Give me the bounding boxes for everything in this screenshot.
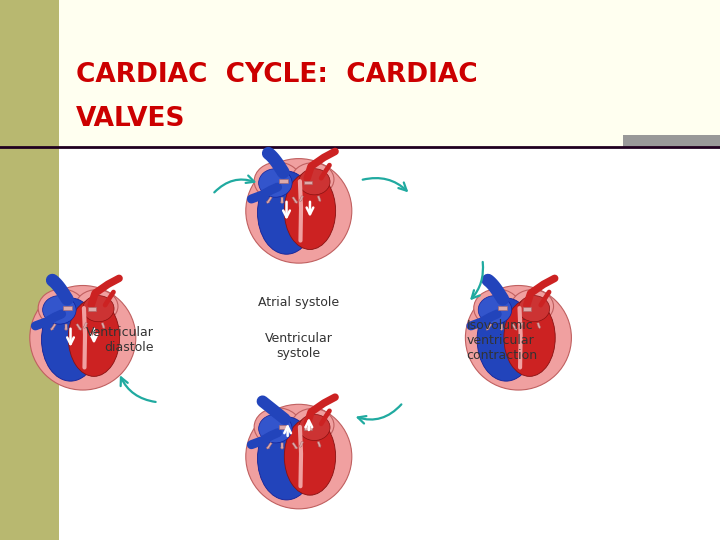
FancyArrow shape [292, 443, 297, 449]
Ellipse shape [246, 159, 352, 263]
FancyArrow shape [84, 323, 87, 329]
FancyArrow shape [266, 197, 272, 204]
Ellipse shape [284, 418, 336, 495]
Ellipse shape [292, 408, 334, 442]
Bar [0, 0, 59, 540]
FancyArrow shape [511, 324, 517, 330]
Text: Isovolumic
ventricular
contraction: Isovolumic ventricular contraction [467, 319, 538, 362]
Ellipse shape [258, 168, 292, 197]
Ellipse shape [518, 295, 549, 322]
Bar [523, 307, 531, 311]
Ellipse shape [511, 289, 554, 323]
Ellipse shape [42, 298, 99, 381]
Text: Atrial systole: Atrial systole [258, 296, 339, 309]
Bar [63, 306, 72, 310]
Bar [88, 307, 96, 311]
Ellipse shape [292, 163, 334, 196]
FancyArrow shape [318, 442, 321, 448]
Ellipse shape [254, 162, 301, 200]
Ellipse shape [83, 295, 114, 322]
Ellipse shape [246, 404, 352, 509]
Bar [498, 306, 507, 310]
Text: Ventricular
systole: Ventricular systole [265, 332, 333, 360]
Ellipse shape [465, 286, 572, 390]
Ellipse shape [38, 289, 85, 327]
Ellipse shape [258, 417, 315, 500]
Ellipse shape [254, 408, 301, 446]
FancyArrow shape [318, 196, 321, 202]
Ellipse shape [76, 289, 118, 323]
FancyArrow shape [266, 443, 272, 449]
FancyArrow shape [519, 323, 523, 329]
Bar [279, 179, 288, 183]
Ellipse shape [504, 299, 555, 376]
Ellipse shape [474, 289, 521, 327]
Ellipse shape [284, 172, 336, 249]
FancyArrow shape [280, 197, 284, 204]
Bar [59, 147, 720, 540]
FancyArrow shape [300, 442, 303, 448]
Ellipse shape [30, 286, 136, 390]
FancyArrow shape [76, 324, 81, 330]
Ellipse shape [42, 295, 76, 324]
FancyArrow shape [102, 323, 105, 329]
Text: VALVES: VALVES [76, 106, 185, 132]
FancyArrow shape [292, 197, 297, 204]
Text: CARDIAC  CYCLE:  CARDIAC: CARDIAC CYCLE: CARDIAC [76, 62, 477, 87]
Ellipse shape [299, 414, 330, 441]
FancyArrow shape [486, 324, 492, 330]
Bar [304, 426, 312, 430]
FancyArrow shape [300, 196, 303, 202]
Ellipse shape [478, 295, 512, 324]
Bar [279, 425, 288, 429]
Ellipse shape [299, 168, 330, 195]
FancyArrow shape [50, 324, 56, 330]
FancyArrow shape [500, 324, 503, 330]
Ellipse shape [258, 171, 315, 254]
Ellipse shape [258, 414, 292, 443]
Ellipse shape [68, 299, 120, 376]
Text: Ventricular
diastole: Ventricular diastole [86, 326, 154, 354]
FancyArrow shape [280, 443, 284, 449]
FancyArrow shape [64, 324, 68, 330]
Bar [304, 180, 312, 184]
Bar [623, 135, 720, 147]
Ellipse shape [477, 298, 535, 381]
FancyArrow shape [537, 323, 541, 329]
